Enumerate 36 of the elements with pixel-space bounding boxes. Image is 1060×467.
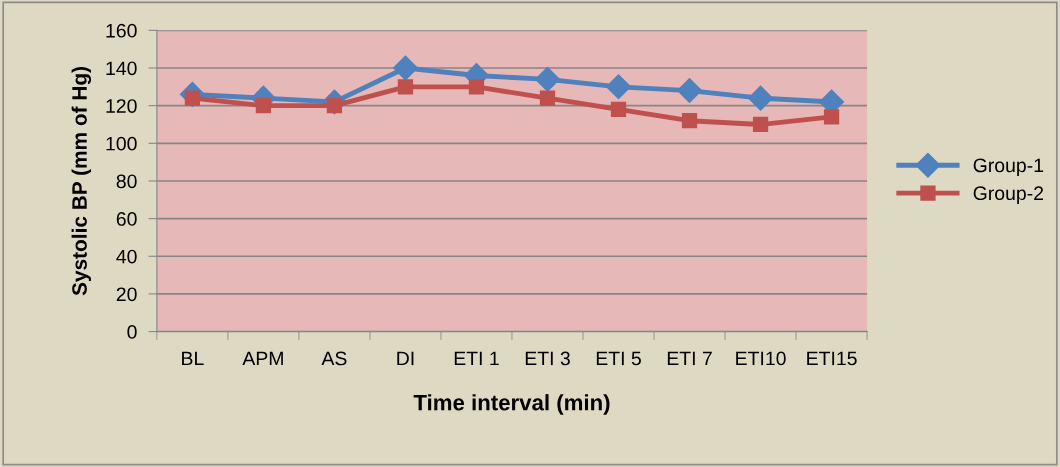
- y-tick-label: 40: [116, 249, 137, 264]
- y-axis-title: Systolic BP (mm of Hg): [71, 67, 92, 296]
- x-tick-label: BL: [182, 351, 204, 366]
- x-tick-label: APM: [242, 351, 283, 366]
- x-tick-label: ETI10: [736, 351, 786, 366]
- point: [748, 85, 774, 111]
- y-tick-label: 0: [127, 325, 137, 339]
- point: [392, 55, 418, 81]
- point: [610, 101, 627, 118]
- x-tick-label: ETI 5: [596, 351, 641, 366]
- x-tick-label: AS: [321, 351, 347, 366]
- point: [539, 90, 556, 106]
- y-tick-label: 140: [106, 61, 137, 76]
- legend-label: Group-1: [973, 158, 1044, 177]
- x-tick-label: ETI 7: [667, 351, 712, 366]
- point: [468, 79, 485, 95]
- point: [752, 116, 769, 133]
- y-tick-label: 160: [106, 23, 137, 38]
- y-tick-label: 80: [116, 174, 137, 189]
- y-tick-label: 100: [106, 136, 137, 151]
- y-tick-label: 20: [116, 287, 137, 302]
- point: [823, 109, 840, 125]
- point: [397, 79, 414, 95]
- x-tick-label: ETI15: [807, 351, 857, 366]
- legend-label: Group-2: [973, 186, 1044, 204]
- point: [535, 66, 560, 92]
- x-tick-label: ETI 3: [525, 351, 570, 366]
- x-axis-title: Time interval (min): [413, 394, 610, 415]
- x-tick-label: DI: [397, 351, 414, 366]
- point: [255, 98, 272, 114]
- point: [606, 74, 631, 100]
- y-tick-label: 60: [116, 212, 137, 226]
- x-tick-label: ETI 1: [454, 351, 499, 366]
- point: [677, 78, 703, 104]
- point: [681, 113, 698, 129]
- y-tick-label: 120: [106, 99, 137, 113]
